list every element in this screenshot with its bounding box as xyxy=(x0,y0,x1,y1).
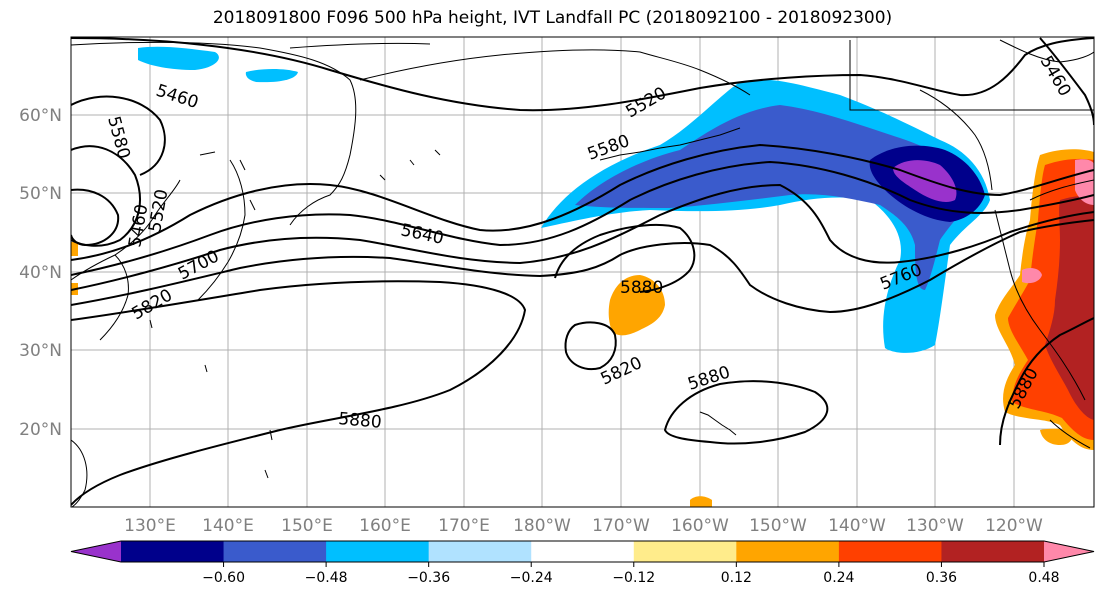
colorbar-segment xyxy=(633,541,737,562)
colorbar-extend-min xyxy=(71,541,121,562)
lon-label: 180°W xyxy=(513,516,571,536)
colorbar-tick-label: −0.60 xyxy=(202,570,245,586)
colorbar-segment xyxy=(326,541,430,562)
lon-label: 170°E xyxy=(438,516,490,536)
lon-label: 170°W xyxy=(592,516,650,536)
lon-label: 140°W xyxy=(828,516,886,536)
colorbar-tick-label: 0.24 xyxy=(823,570,854,586)
colorbar-tick-label: 0.48 xyxy=(1028,570,1059,586)
lat-label: 40°N xyxy=(19,263,62,283)
colorbar-segment xyxy=(838,541,942,562)
lat-label: 60°N xyxy=(19,106,62,126)
colorbar-segment xyxy=(941,541,1045,562)
colorbar-outline xyxy=(70,540,1095,563)
colorbar-segment xyxy=(121,541,225,562)
lon-label: 160°W xyxy=(671,516,729,536)
lat-label: 30°N xyxy=(19,341,62,361)
colorbar-tick-label: −0.36 xyxy=(407,570,450,586)
lon-label: 150°E xyxy=(281,516,333,536)
colorbar-tick-label: −0.12 xyxy=(612,570,655,586)
height-contours xyxy=(71,37,1094,506)
colorbar-tick-label: −0.48 xyxy=(305,570,348,586)
lon-label: 140°E xyxy=(202,516,254,536)
latitude-labels: 60°N 50°N 40°N 30°N 20°N xyxy=(19,106,62,440)
longitude-labels: 130°E 140°E 150°E 160°E 170°E 180°W 170°… xyxy=(124,516,1043,536)
map-border xyxy=(70,36,1095,508)
colorbar-tick-label: 0.12 xyxy=(721,570,752,586)
contour-label: 5880 xyxy=(338,409,383,433)
lon-label: 130°W xyxy=(906,516,964,536)
lon-label: 150°W xyxy=(749,516,807,536)
contour-label: 5880 xyxy=(620,278,663,298)
ivt-positive-shading xyxy=(71,149,1094,507)
colorbar-segment xyxy=(223,541,327,562)
colorbar-segment xyxy=(531,541,635,562)
colorbar: −0.60 −0.48 −0.36 −0.24 −0.12 0.12 0.24 0.36 0.4… xyxy=(70,540,1095,586)
lat-label: 20°N xyxy=(19,420,62,440)
map-title: 2018091800 F096 500 hPa height, IVT Land… xyxy=(212,8,893,28)
islands xyxy=(149,127,741,479)
colorbar-segment xyxy=(736,541,840,562)
colorbar-tick-label: 0.36 xyxy=(926,570,957,586)
colorbar-tick-label: −0.24 xyxy=(510,570,553,586)
colorbar-extend-max xyxy=(1044,541,1094,562)
lon-label: 130°E xyxy=(124,516,176,536)
lon-label: 120°W xyxy=(985,516,1043,536)
lon-label: 160°E xyxy=(359,516,411,536)
ivt-negative-shading xyxy=(138,46,990,353)
colorbar-segment xyxy=(428,541,532,562)
lat-label: 50°N xyxy=(19,184,62,204)
